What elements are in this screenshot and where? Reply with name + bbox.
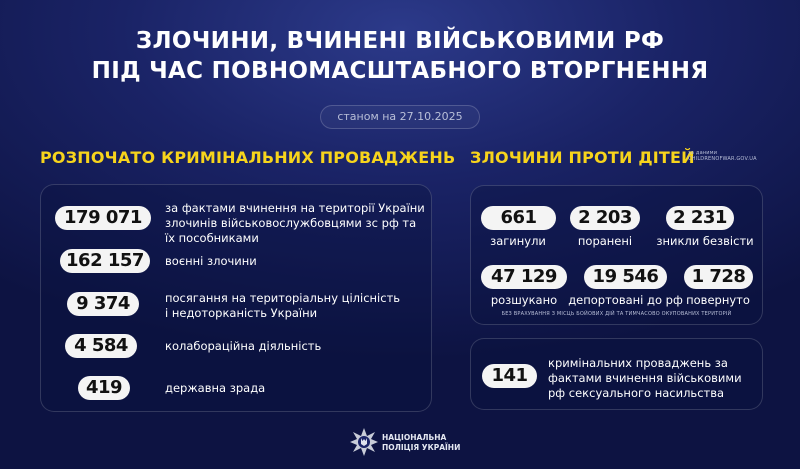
stat-label: державна зрада [165, 381, 266, 395]
source-line2: CHILDRENOFWAR.GOV.UA [688, 156, 757, 162]
date-badge: станом на 27.10.2025 [320, 105, 480, 129]
page-title-line1: ЗЛОЧИНИ, ВЧИНЕНІ ВІЙСЬКОВИМИ РФ [135, 28, 665, 54]
children-heading: ЗЛОЧИНИ ПРОТИ ДІТЕЙ [470, 148, 695, 167]
stat-pill: 419 [78, 376, 130, 400]
stat-label: за фактами вчинення на території України… [165, 201, 425, 245]
footnote: БЕЗ ВРАХУВАННЯ З МІСЦЬ БОЙОВИХ ДІЙ ТА ТИ… [501, 311, 732, 317]
stat-label: розшукано [490, 293, 558, 307]
stat-label: депортовані до рф [568, 293, 683, 307]
proceedings-heading: РОЗПОЧАТО КРИМІНАЛЬНИХ ПРОВАДЖЕНЬ [40, 148, 456, 167]
stat-label: колабораційна діяльність [165, 339, 322, 353]
footer-line2: ПОЛІЦІЯ УКРАЇНИ [382, 443, 461, 452]
source-note: за даними CHILDRENOFWAR.GOV.UA [688, 150, 757, 162]
stat-pill: 4 584 [65, 334, 137, 358]
footer-logo-text: НАЦІОНАЛЬНА ПОЛІЦІЯ УКРАЇНИ [382, 433, 460, 453]
stat-pill: 9 374 [67, 292, 139, 316]
stat-label: зникли безвісти [656, 234, 754, 248]
stat-label: воєнні злочини [165, 254, 257, 268]
stat-pill: 1 728 [684, 265, 753, 289]
source-line1: за даними [688, 150, 718, 156]
stat-label: повернуто [686, 293, 750, 307]
sexual-violence-panel [470, 338, 763, 410]
stat-pill: 2 203 [570, 206, 640, 230]
stat-pill: 47 129 [481, 265, 567, 289]
police-star-emblem-icon [350, 428, 378, 456]
stat-label: загинули [490, 234, 546, 248]
footer-line1: НАЦІОНАЛЬНА [382, 433, 447, 442]
stat-label: поранені [577, 234, 633, 248]
stat-label: посягання на територіальну цілісність і … [165, 291, 401, 320]
stat-pill: 162 157 [60, 249, 150, 273]
stat-pill: 19 546 [584, 265, 667, 289]
stat-pill: 661 [481, 206, 556, 230]
stat-pill: 141 [482, 364, 537, 388]
stat-pill: 2 231 [666, 206, 734, 230]
page-title-line2: ПІД ЧАС ПОВНОМАСШТАБНОГО ВТОРГНЕННЯ [91, 58, 709, 84]
stat-label: кримінальних проваджень за фактами вчине… [548, 356, 742, 400]
stat-pill: 179 071 [55, 206, 151, 230]
